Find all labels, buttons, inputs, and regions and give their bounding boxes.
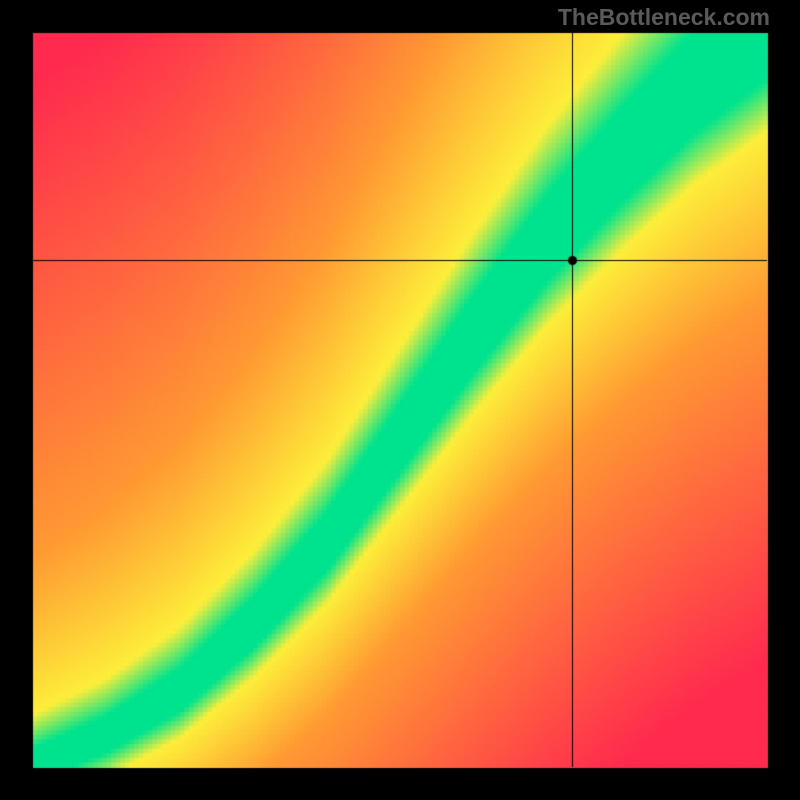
bottleneck-heatmap xyxy=(0,0,800,800)
watermark-text: TheBottleneck.com xyxy=(558,4,770,31)
